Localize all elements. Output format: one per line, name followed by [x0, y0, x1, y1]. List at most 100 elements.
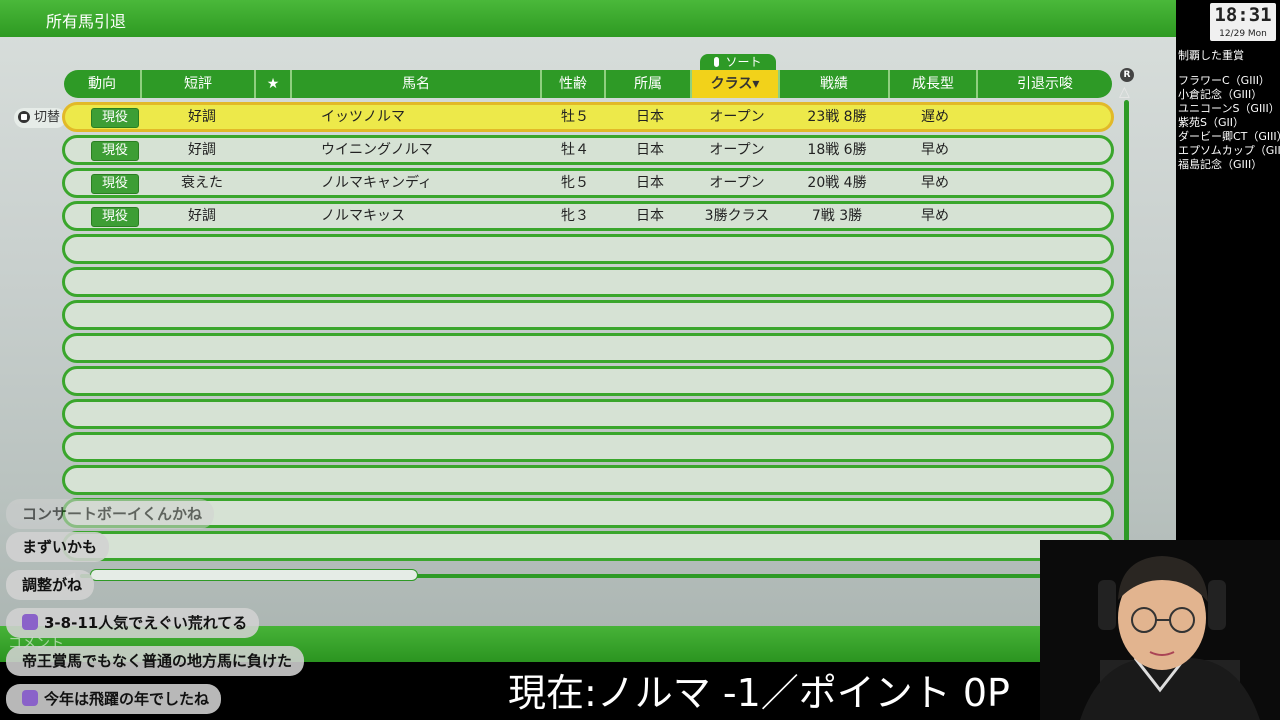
table-row[interactable]: 現役 衰えた ノルマキャンディ 牝５ 日本 オープン 20戦 4勝 早め [62, 168, 1114, 198]
cell-class: 3勝クラス [704, 208, 770, 224]
stick-icon [714, 57, 720, 67]
chat-message: コンサートボーイくんかね [6, 499, 215, 529]
cell-review: 好調 [188, 142, 216, 158]
header-record[interactable]: 戦績 [780, 70, 890, 98]
won-title-item: 小倉記念（GIII） [1178, 88, 1263, 101]
empty-table-row[interactable] [62, 333, 1114, 363]
streamer-silhouette [1040, 540, 1280, 720]
cell-retire-hint [979, 138, 1113, 162]
cell-review: 好調 [188, 208, 216, 224]
vertical-scrollbar[interactable] [1124, 100, 1129, 545]
cell-name: イッツノルマ [321, 109, 405, 125]
cell-growth: 遅め [921, 109, 949, 125]
user-avatar-icon [22, 614, 38, 630]
cell-growth: 早め [921, 142, 949, 158]
cell-star [261, 105, 297, 129]
clock-time: 18:31 [1214, 4, 1272, 26]
empty-table-row[interactable] [62, 234, 1114, 264]
game-screen: 所有馬引退 ソート 動向 短評 ★ 馬名 性齢 所属 クラス▾ 戦績 成長型 引… [0, 0, 1176, 662]
chat-message: 3-8-11人気でえぐい荒れてる [6, 608, 260, 638]
header-star[interactable]: ★ [256, 70, 292, 98]
cell-record: 7戦 3勝 [811, 208, 863, 224]
table-row[interactable]: 現役 好調 ウイニングノルマ 牡４ 日本 オープン 18戦 6勝 早め [62, 135, 1114, 165]
won-title-item: ユニコーンS（GIII） [1178, 102, 1280, 115]
empty-table-row[interactable] [62, 531, 1114, 561]
won-title-item: フラワーC（GIII） [1178, 74, 1270, 87]
empty-table-row[interactable] [62, 465, 1114, 495]
chat-message: 調整がね [6, 570, 95, 600]
title-bar: 所有馬引退 [0, 0, 1176, 37]
cell-affiliation: 日本 [636, 109, 664, 125]
header-growth[interactable]: 成長型 [890, 70, 978, 98]
r-button-icon[interactable]: R [1120, 68, 1134, 82]
webcam-feed [1040, 540, 1280, 720]
cell-record: 18戦 6勝 [807, 142, 867, 158]
cell-record: 23戦 8勝 [807, 109, 867, 125]
won-titles-list: フラワーC（GIII） 小倉記念（GIII） ユニコーンS（GIII） 紫苑S（… [1178, 74, 1280, 172]
status-badge: 現役 [91, 108, 139, 128]
stream-status-line: 現在:ノルマ -1／ポイント 0P [508, 671, 1010, 715]
table-header: 動向 短評 ★ 馬名 性齢 所属 クラス▾ 戦績 成長型 引退示唆 [64, 70, 1112, 98]
cell-affiliation: 日本 [636, 208, 664, 224]
cell-record: 20戦 4勝 [807, 175, 867, 191]
cell-class: オープン [709, 175, 765, 191]
cell-growth: 早め [921, 175, 949, 191]
horizontal-scroll-thumb[interactable] [90, 569, 418, 581]
cell-growth: 早め [921, 208, 949, 224]
cell-sex-age: 牝５ [561, 175, 589, 191]
cell-name: ノルマキッス [321, 208, 405, 224]
status-badge: 現役 [91, 141, 139, 161]
cell-review: 好調 [188, 109, 216, 125]
empty-table-row[interactable] [62, 432, 1114, 462]
status-badge: 現役 [91, 174, 139, 194]
header-affiliation[interactable]: 所属 [606, 70, 692, 98]
won-title-item: 福島記念（GIII） [1178, 158, 1263, 171]
cell-class: オープン [709, 109, 765, 125]
cell-retire-hint [979, 204, 1113, 228]
clock-widget: 18:31 12/29 Mon [1210, 3, 1276, 41]
cell-name: ノルマキャンディ [321, 175, 433, 191]
won-title-item: 紫苑S（GII） [1178, 116, 1244, 129]
chat-message: まずいかも [6, 532, 110, 562]
table-row[interactable]: 現役 好調 ノルマキッス 牝３ 日本 3勝クラス 7戦 3勝 早め [62, 201, 1114, 231]
scroll-up-icon[interactable]: △ [1119, 84, 1130, 100]
won-titles-heading: 制覇した重賞 [1178, 49, 1244, 62]
cell-affiliation: 日本 [636, 175, 664, 191]
cell-sex-age: 牡５ [561, 109, 589, 125]
horizontal-scroll-track[interactable] [80, 574, 1098, 578]
header-retire-hint[interactable]: 引退示唆 [1017, 76, 1073, 92]
empty-table-row[interactable] [62, 267, 1114, 297]
header-review[interactable]: 短評 [142, 70, 256, 98]
won-title-item: ダービー卿CT（GIII） [1178, 130, 1280, 143]
header-sex-age[interactable]: 性齢 [542, 70, 606, 98]
clock-date: 12/29 Mon [1219, 29, 1267, 39]
empty-table-row[interactable] [62, 399, 1114, 429]
header-status[interactable]: 動向 [64, 70, 142, 98]
empty-table-row[interactable] [62, 300, 1114, 330]
user-avatar-icon [22, 690, 38, 706]
cell-star [261, 138, 297, 162]
table-row[interactable]: 現役 好調 イッツノルマ 牡５ 日本 オープン 23戦 8勝 遅め [62, 102, 1114, 132]
chat-message: 今年は飛躍の年でしたね [6, 684, 222, 714]
screen-title: 所有馬引退 [46, 12, 127, 31]
sort-button[interactable]: ソート [700, 54, 776, 71]
cell-name: ウイニングノルマ [321, 142, 433, 158]
cell-retire-hint [979, 105, 1113, 129]
cell-star [261, 204, 297, 228]
won-title-item: エプソムカップ（GIII） [1178, 144, 1280, 157]
header-name[interactable]: 馬名 [292, 70, 542, 98]
cell-class: オープン [709, 142, 765, 158]
chat-message: 帝王賞馬でもなく普通の地方馬に負けた [6, 646, 305, 676]
cell-sex-age: 牡４ [561, 142, 589, 158]
switch-label-text: 切替 [34, 110, 61, 125]
square-button-icon [18, 111, 30, 123]
cell-sex-age: 牝３ [561, 208, 589, 224]
switch-button[interactable]: 切替 [14, 108, 67, 128]
cell-retire-hint [979, 171, 1113, 195]
empty-table-row[interactable] [62, 366, 1114, 396]
cell-review: 衰えた [181, 175, 223, 191]
empty-table-row[interactable] [62, 498, 1114, 528]
cell-affiliation: 日本 [636, 142, 664, 158]
status-badge: 現役 [91, 207, 139, 227]
header-class[interactable]: クラス▾ [692, 70, 780, 98]
